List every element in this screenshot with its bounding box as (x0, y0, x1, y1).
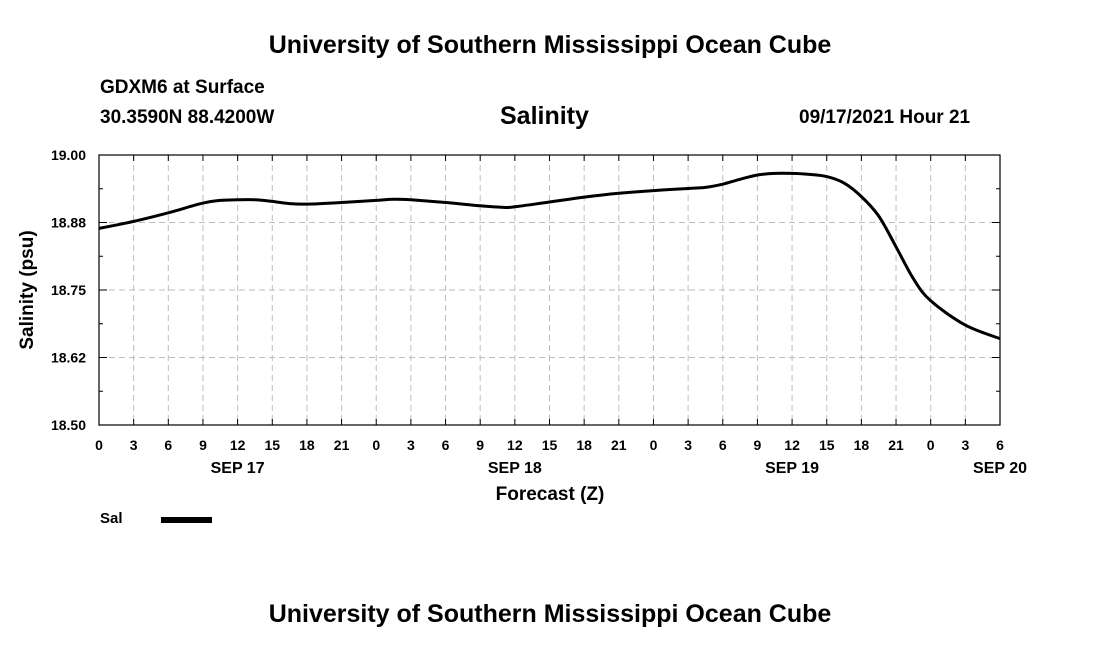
x-day-label: SEP 18 (488, 460, 542, 477)
x-tick-label: 3 (684, 437, 692, 453)
legend-label: Sal (100, 510, 123, 527)
x-tick-label: 3 (130, 437, 138, 453)
x-tick-label: 0 (95, 437, 103, 453)
x-tick-label: 12 (784, 437, 800, 453)
station-coordinates: 30.3590N 88.4200W (100, 107, 275, 128)
x-tick-label: 3 (961, 437, 969, 453)
x-tick-label: 6 (719, 437, 727, 453)
chart-axes: 0 3 6 9 12 15 18 21 0 3 6 9 12 15 18 21 0 3 6 9 12 15 18 21 0 3 6 S… (51, 147, 1027, 477)
y-tick-label: 18.62 (51, 350, 86, 366)
y-tick-label: 19.00 (51, 147, 86, 163)
x-tick-label: 6 (996, 437, 1004, 453)
x-tick-label: 6 (164, 437, 172, 453)
x-tick-label: 15 (819, 437, 835, 453)
x-tick-label: 0 (650, 437, 658, 453)
y-axis-label: Salinity (psu) (17, 230, 38, 349)
x-tick-label: 15 (542, 437, 558, 453)
x-tick-label: 18 (854, 437, 870, 453)
series-line-sal (98, 171, 1001, 341)
x-tick-label: 21 (334, 437, 350, 453)
chart-grid (99, 155, 1000, 425)
x-tick-label: 9 (199, 437, 207, 453)
x-day-label: SEP 20 (973, 460, 1027, 477)
x-tick-label: 15 (264, 437, 280, 453)
x-tick-label: 12 (230, 437, 246, 453)
x-tick-label: 0 (927, 437, 935, 453)
x-tick-label: 21 (888, 437, 904, 453)
x-tick-label: 9 (754, 437, 762, 453)
x-tick-label: 18 (299, 437, 315, 453)
x-day-label: SEP 19 (765, 460, 819, 477)
chart-title: Salinity (500, 102, 589, 130)
x-tick-label: 3 (407, 437, 415, 453)
x-day-label: SEP 17 (211, 460, 265, 477)
station-name: GDXM6 at Surface (100, 77, 265, 98)
y-tick-label: 18.50 (51, 417, 86, 433)
header-title-top: University of Southern Mississippi Ocean… (268, 31, 832, 59)
x-tick-label: 9 (476, 437, 484, 453)
forecast-datetime: 09/17/2021 Hour 21 (799, 107, 971, 128)
x-axis-label: Forecast (Z) (496, 484, 605, 505)
x-tick-label: 6 (442, 437, 450, 453)
y-tick-label: 18.88 (51, 215, 86, 231)
x-tick-label: 21 (611, 437, 627, 453)
header-title-bottom: University of Southern Mississippi Ocean… (268, 600, 832, 628)
y-tick-label: 18.75 (51, 282, 86, 298)
legend-swatch (161, 517, 212, 523)
x-tick-label: 18 (576, 437, 592, 453)
x-tick-label: 12 (507, 437, 523, 453)
x-tick-label: 0 (372, 437, 380, 453)
